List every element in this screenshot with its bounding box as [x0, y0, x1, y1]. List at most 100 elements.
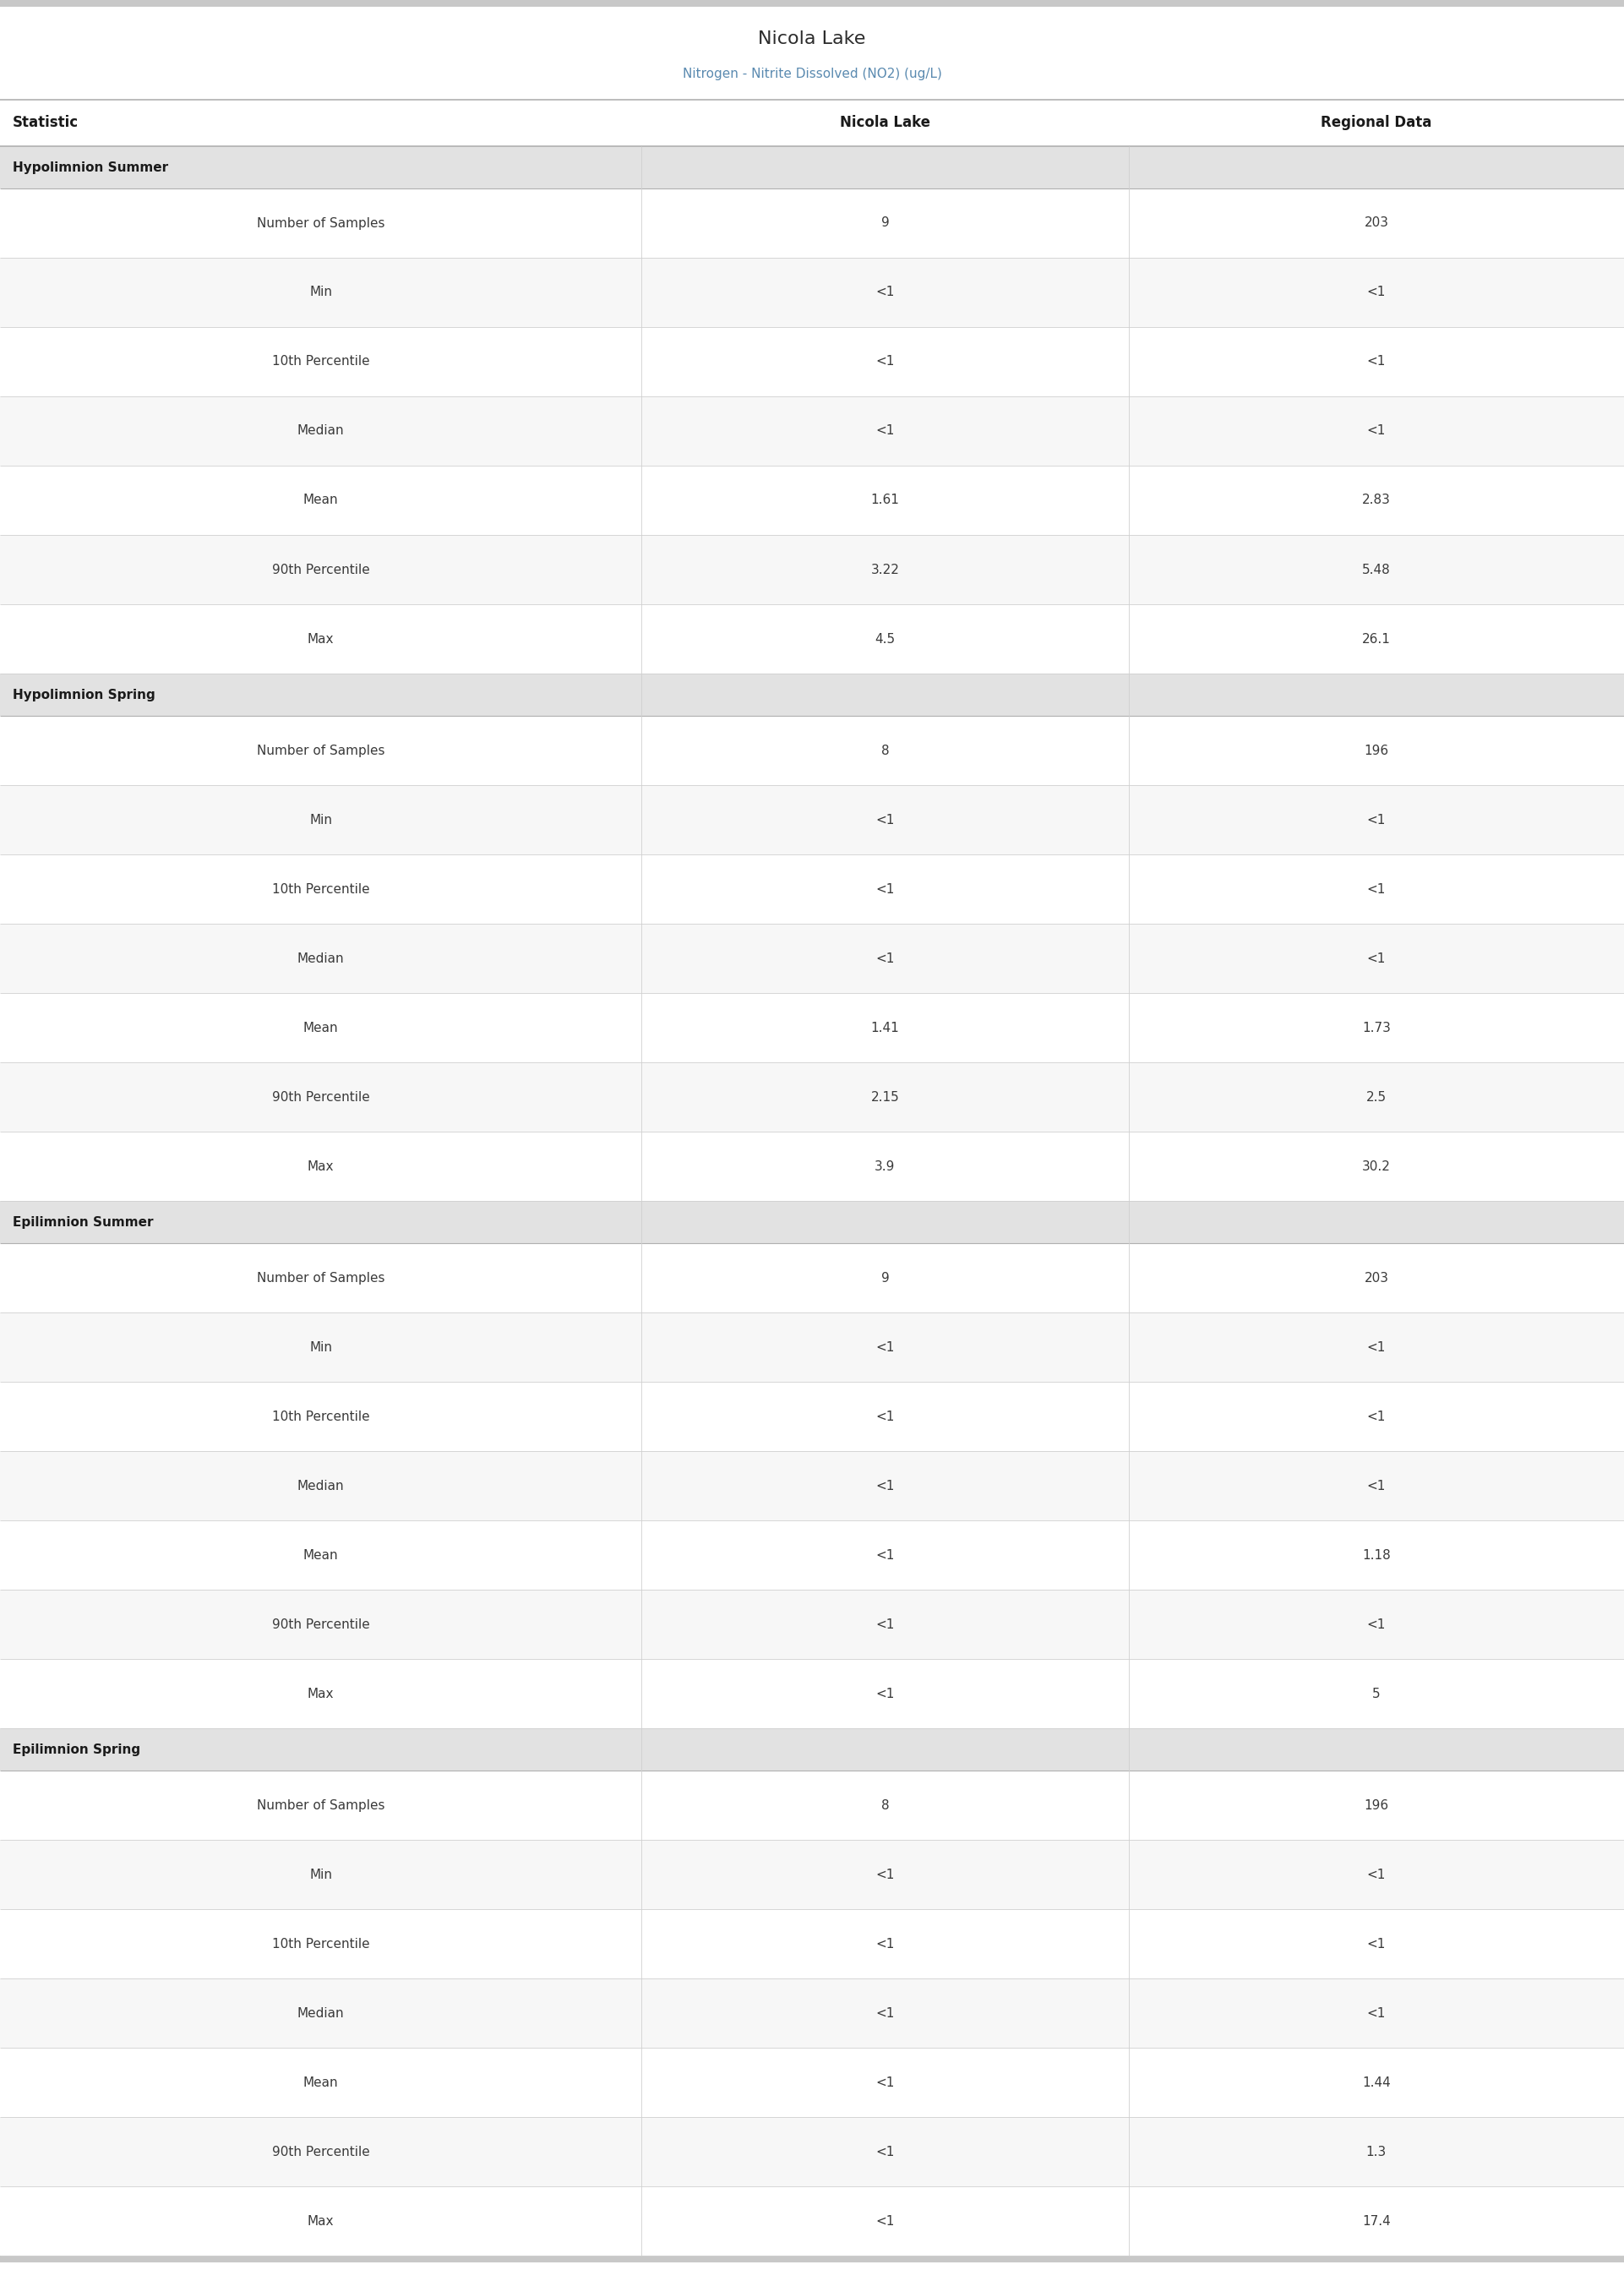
Text: Mean: Mean [304, 2077, 338, 2088]
Text: 1.18: 1.18 [1363, 1548, 1390, 1562]
Text: Hypolimnion Summer: Hypolimnion Summer [13, 161, 169, 175]
Text: <1: <1 [875, 1480, 895, 1491]
Text: 5: 5 [1372, 1687, 1380, 1700]
Text: <1: <1 [875, 1342, 895, 1353]
Text: 8: 8 [880, 745, 890, 756]
Text: Nicola Lake: Nicola Lake [840, 116, 931, 132]
Text: 90th Percentile: 90th Percentile [271, 1619, 370, 1630]
Text: 17.4: 17.4 [1363, 2216, 1390, 2227]
Bar [0, 536, 1624, 604]
Text: Mean: Mean [304, 495, 338, 506]
Text: 90th Percentile: 90th Percentile [271, 1090, 370, 1103]
Text: Mean: Mean [304, 1548, 338, 1562]
Bar [0, 2186, 1624, 2256]
Text: <1: <1 [1367, 1480, 1385, 1491]
Text: 9: 9 [880, 1271, 890, 1285]
Text: Median: Median [297, 424, 344, 438]
Text: <1: <1 [1367, 1936, 1385, 1950]
Text: 1.44: 1.44 [1363, 2077, 1390, 2088]
Bar [0, 145, 1624, 188]
Text: <1: <1 [1367, 1619, 1385, 1630]
Text: Number of Samples: Number of Samples [257, 1271, 385, 1285]
Bar [0, 1201, 1624, 1244]
Bar [0, 259, 1624, 327]
Text: <1: <1 [875, 951, 895, 965]
Text: Median: Median [297, 951, 344, 965]
Text: Statistic: Statistic [13, 116, 78, 132]
Bar [0, 2048, 1624, 2118]
Bar [0, 2256, 1624, 2263]
Text: <1: <1 [875, 1410, 895, 1423]
Text: Epilimnion Spring: Epilimnion Spring [13, 1743, 140, 1755]
Bar [0, 674, 1624, 715]
Text: <1: <1 [875, 1548, 895, 1562]
Bar [0, 1909, 1624, 1979]
Text: Max: Max [307, 633, 335, 645]
Text: Hypolimnion Spring: Hypolimnion Spring [13, 688, 156, 701]
Text: <1: <1 [1367, 356, 1385, 368]
Bar [0, 7, 1624, 100]
Bar [0, 1521, 1624, 1589]
Text: Min: Min [309, 1342, 333, 1353]
Text: <1: <1 [875, 883, 895, 894]
Text: 4.5: 4.5 [875, 633, 895, 645]
Bar [0, 100, 1624, 145]
Bar [0, 1451, 1624, 1521]
Text: <1: <1 [1367, 1410, 1385, 1423]
Text: 10th Percentile: 10th Percentile [271, 1410, 370, 1423]
Bar [0, 1771, 1624, 1839]
Text: 10th Percentile: 10th Percentile [271, 1936, 370, 1950]
Bar [0, 1062, 1624, 1133]
Text: Number of Samples: Number of Samples [257, 216, 385, 229]
Text: Max: Max [307, 1687, 335, 1700]
Text: 1.73: 1.73 [1363, 1022, 1390, 1035]
Bar [0, 1312, 1624, 1382]
Bar [0, 1659, 1624, 1727]
Text: <1: <1 [875, 2007, 895, 2020]
Bar [0, 1727, 1624, 1771]
Text: Min: Min [309, 1868, 333, 1882]
Text: 196: 196 [1364, 745, 1389, 756]
Bar [0, 465, 1624, 536]
Text: <1: <1 [1367, 1868, 1385, 1882]
Text: Median: Median [297, 2007, 344, 2020]
Text: 9: 9 [880, 216, 890, 229]
Text: 2.5: 2.5 [1366, 1090, 1387, 1103]
Text: 1.61: 1.61 [870, 495, 900, 506]
Text: 26.1: 26.1 [1363, 633, 1390, 645]
Bar [0, 1979, 1624, 2048]
Bar [0, 188, 1624, 259]
Bar [0, 924, 1624, 992]
Text: <1: <1 [875, 813, 895, 826]
Text: <1: <1 [875, 1936, 895, 1950]
Text: Max: Max [307, 1160, 335, 1174]
Text: Median: Median [297, 1480, 344, 1491]
Bar [0, 1839, 1624, 1909]
Bar [0, 992, 1624, 1062]
Text: <1: <1 [875, 286, 895, 300]
Bar [0, 2118, 1624, 2186]
Text: <1: <1 [875, 424, 895, 438]
Bar [0, 327, 1624, 397]
Text: 8: 8 [880, 1798, 890, 1811]
Bar [0, 1382, 1624, 1451]
Text: 10th Percentile: 10th Percentile [271, 356, 370, 368]
Text: <1: <1 [875, 2216, 895, 2227]
Text: <1: <1 [875, 356, 895, 368]
Text: <1: <1 [1367, 883, 1385, 894]
Text: Min: Min [309, 813, 333, 826]
Text: <1: <1 [875, 1687, 895, 1700]
Text: Max: Max [307, 2216, 335, 2227]
Text: 203: 203 [1364, 1271, 1389, 1285]
Text: <1: <1 [1367, 813, 1385, 826]
Bar [0, 785, 1624, 854]
Bar [0, 0, 1624, 7]
Text: 90th Percentile: 90th Percentile [271, 563, 370, 577]
Bar [0, 1133, 1624, 1201]
Bar [0, 1589, 1624, 1659]
Text: 2.83: 2.83 [1363, 495, 1390, 506]
Text: <1: <1 [875, 1868, 895, 1882]
Text: Number of Samples: Number of Samples [257, 1798, 385, 1811]
Text: Number of Samples: Number of Samples [257, 745, 385, 756]
Text: <1: <1 [875, 2145, 895, 2159]
